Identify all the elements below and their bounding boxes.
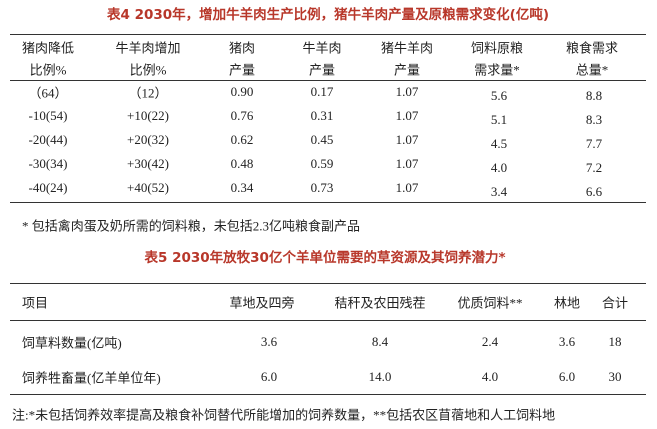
cell: 6.0 bbox=[558, 369, 576, 384]
header-cell: 牛羊肉 bbox=[302, 40, 342, 56]
cell: 1.07 bbox=[395, 156, 419, 171]
cell: -30(34) bbox=[28, 156, 68, 171]
header-cell: 猪牛羊肉 bbox=[380, 40, 434, 56]
cell: 饲草料数量(亿吨) bbox=[22, 335, 122, 351]
cell: 30 bbox=[608, 369, 622, 384]
header-cell: 粮食需求 bbox=[565, 40, 619, 56]
rule bbox=[10, 283, 646, 284]
header-cell: 总量* bbox=[575, 62, 609, 78]
cell: 0.76 bbox=[230, 108, 254, 123]
cell: （64） bbox=[28, 85, 68, 101]
cell: 8.4 bbox=[371, 334, 389, 349]
cell: 0.90 bbox=[230, 84, 254, 99]
cell: 0.73 bbox=[310, 180, 334, 195]
cell: 6.0 bbox=[260, 369, 278, 384]
table-note: 注:*未包括饲养效率提高及粮食补饲替代所能增加的饲养数量，**包括农区苜蓿地和人… bbox=[12, 407, 556, 423]
cell: 6.6 bbox=[585, 184, 603, 199]
header-cell: 饲料原粮 bbox=[470, 40, 524, 56]
header-cell: 产量 bbox=[393, 62, 421, 78]
cell: -20(44) bbox=[28, 132, 68, 147]
header-cell: 需求量* bbox=[474, 62, 520, 78]
cell: 14.0 bbox=[368, 369, 392, 384]
cell: 5.6 bbox=[490, 88, 508, 103]
rule bbox=[10, 320, 646, 321]
header-cell: 猪肉降低 bbox=[21, 40, 75, 56]
cell: 1.07 bbox=[395, 180, 419, 195]
cell: 4.5 bbox=[490, 136, 508, 151]
table-note: * 包括禽肉蛋及奶所需的饲料粮，未包括2.3亿吨粮食副产品 bbox=[22, 218, 361, 234]
header-cell: 优质饲料** bbox=[457, 295, 523, 311]
rule bbox=[10, 394, 646, 395]
cell: 8.3 bbox=[585, 112, 603, 127]
cell: 3.4 bbox=[490, 184, 508, 199]
cell: 0.59 bbox=[310, 156, 334, 171]
cell: -40(24) bbox=[28, 180, 68, 195]
header-cell: 林地 bbox=[553, 295, 581, 311]
cell: 3.6 bbox=[260, 334, 278, 349]
cell: 4.0 bbox=[481, 369, 499, 384]
header-cell: 草地及四旁 bbox=[229, 295, 295, 311]
cell: 0.17 bbox=[310, 84, 334, 99]
cell: +20(32) bbox=[127, 132, 169, 147]
cell: 2.4 bbox=[481, 334, 499, 349]
cell: 3.6 bbox=[558, 334, 576, 349]
header-cell: 比例% bbox=[29, 62, 67, 78]
header-cell: 合计 bbox=[601, 295, 629, 311]
cell: 7.2 bbox=[585, 160, 603, 175]
cell: 0.34 bbox=[230, 180, 254, 195]
cell: 7.7 bbox=[585, 136, 603, 151]
header-cell: 项目 bbox=[22, 295, 49, 311]
cell: 18 bbox=[608, 334, 622, 349]
header-cell: 产量 bbox=[308, 62, 336, 78]
rule bbox=[10, 202, 646, 203]
cell: 饲养牲畜量(亿羊单位年) bbox=[22, 370, 161, 386]
header-cell: 秸秆及农田残茬 bbox=[334, 295, 426, 311]
header-cell: 比例% bbox=[129, 62, 167, 78]
cell: 1.07 bbox=[395, 132, 419, 147]
cell: 4.0 bbox=[490, 160, 508, 175]
cell: 1.07 bbox=[395, 108, 419, 123]
cell: +10(22) bbox=[127, 108, 169, 123]
cell: 1.07 bbox=[395, 84, 419, 99]
header-cell: 牛羊肉增加 bbox=[115, 40, 181, 56]
header-cell: 产量 bbox=[228, 62, 256, 78]
cell: 0.62 bbox=[230, 132, 254, 147]
cell: 0.45 bbox=[310, 132, 334, 147]
cell: +30(42) bbox=[127, 156, 169, 171]
rule bbox=[10, 80, 646, 81]
cell: 0.48 bbox=[230, 156, 254, 171]
cell: -10(54) bbox=[28, 108, 68, 123]
table-title: 表5 2030年放牧30亿个羊单位需要的草资源及其饲养潜力* bbox=[144, 250, 506, 266]
cell: 8.8 bbox=[585, 88, 603, 103]
table-title: 表4 2030年，增加牛羊肉生产比例，猪牛羊肉产量及原粮需求变化(亿吨) bbox=[106, 7, 550, 23]
cell: 0.31 bbox=[310, 108, 334, 123]
cell: 5.1 bbox=[490, 112, 508, 127]
header-cell: 猪肉 bbox=[228, 40, 256, 56]
cell: （12） bbox=[128, 85, 168, 101]
rule bbox=[10, 34, 646, 35]
cell: +40(52) bbox=[127, 180, 169, 195]
